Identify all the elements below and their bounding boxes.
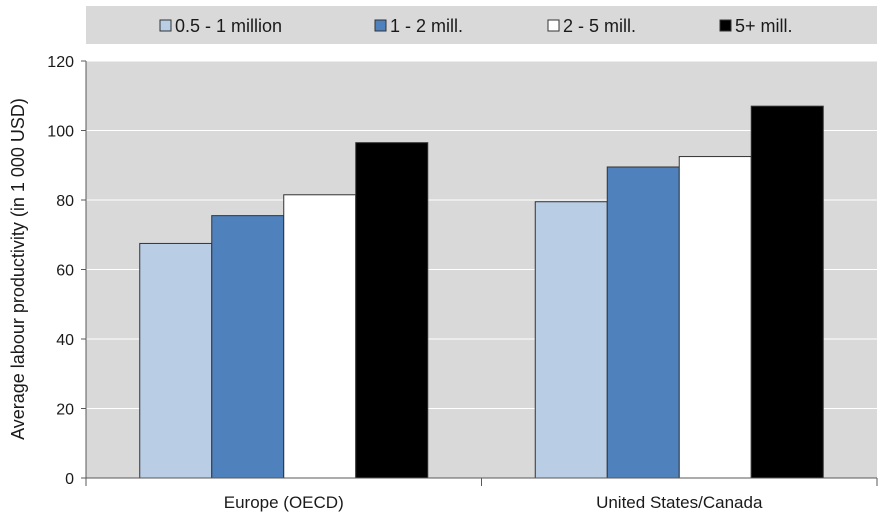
- y-tick-label: 40: [56, 332, 74, 349]
- legend-label: 0.5 - 1 million: [175, 16, 282, 36]
- y-tick-label: 20: [56, 402, 74, 419]
- bar: [355, 142, 429, 479]
- legend-label: 2 - 5 mill.: [563, 16, 636, 36]
- category-labels: Europe (OECD) United States/Canada: [224, 493, 763, 512]
- bar: [211, 215, 285, 479]
- y-tick-label: 120: [47, 54, 74, 71]
- x-category-label: Europe (OECD): [224, 493, 344, 512]
- legend: 0.5 - 1 million 1 - 2 mill. 2 - 5 mill. 5+ …: [159, 16, 793, 36]
- x-category-label: United States/Canada: [596, 493, 763, 512]
- y-tick-labels: 0 20 40 60 80 100 120: [47, 54, 74, 488]
- bar: [750, 105, 824, 479]
- y-axis-title: Average labour productivity (in 1 000 US…: [8, 98, 28, 440]
- legend-swatch: [374, 19, 387, 32]
- bar: [139, 242, 213, 479]
- legend-swatch: [159, 19, 172, 32]
- bar: [534, 201, 608, 479]
- y-tick-label: 100: [47, 124, 74, 141]
- bar: [283, 194, 357, 479]
- axes: [81, 60, 878, 486]
- legend-label: 1 - 2 mill.: [390, 16, 463, 36]
- legend-label: 5+ mill.: [735, 16, 793, 36]
- bar: [678, 156, 752, 479]
- y-tick-label: 60: [56, 263, 74, 280]
- y-tick-label: 0: [65, 471, 74, 488]
- y-tick-label: 80: [56, 193, 74, 210]
- bars: [139, 105, 824, 479]
- legend-box: [86, 6, 877, 44]
- legend-swatch: [547, 19, 560, 32]
- legend-swatch: [719, 19, 732, 32]
- bar: [606, 166, 680, 479]
